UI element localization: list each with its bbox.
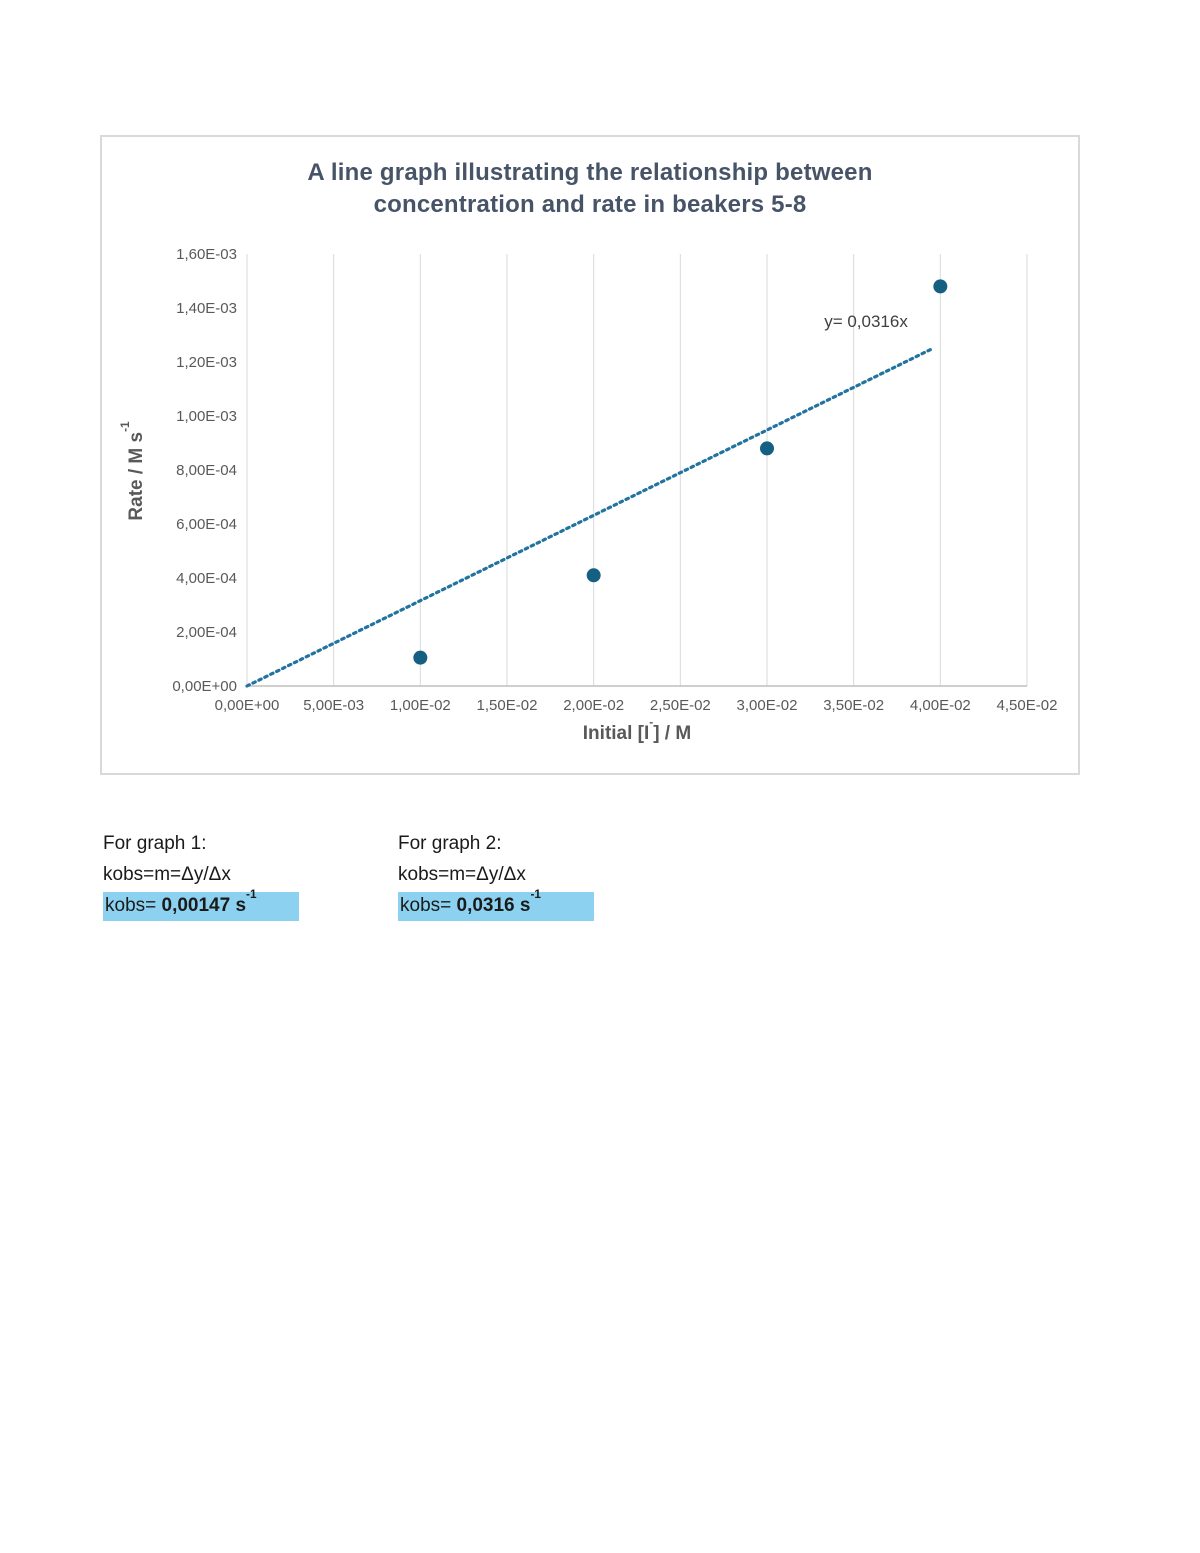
x-tick-label: 0,00E+00 bbox=[215, 697, 280, 714]
graph1-result-value: 0,00147 s bbox=[161, 895, 247, 916]
chart-plot-area: 0,00E+00 5,00E-03 1,00E-02 1,50E-02 2,00E-02… bbox=[172, 246, 1058, 714]
x-axis-title-text-end: ] / M bbox=[653, 723, 692, 744]
x-tick-label: 5,00E-03 bbox=[303, 697, 364, 714]
data-point bbox=[760, 441, 774, 456]
data-point bbox=[933, 279, 948, 294]
graph1-notes: For graph 1: kobs=m=Δy/Δx kobs= 0,00147 … bbox=[103, 828, 299, 921]
graph1-result-highlight: kobs= 0,00147 s-1 bbox=[103, 889, 299, 921]
graph2-heading: For graph 2: bbox=[398, 833, 502, 854]
graph2-notes: For graph 2: kobs=m=Δy/Δx kobs= 0,0316 s… bbox=[398, 828, 594, 921]
y-tick-label: 1,20E-03 bbox=[176, 354, 237, 371]
y-tick-label: 8,00E-04 bbox=[176, 462, 237, 479]
x-tick-label: 4,00E-02 bbox=[910, 697, 971, 714]
x-tick-label: 2,50E-02 bbox=[650, 697, 711, 714]
graph1-heading: For graph 1: bbox=[103, 833, 207, 854]
graph2-result-highlight: kobs= 0,0316 s-1 bbox=[398, 889, 594, 921]
y-tick-label: 1,00E-03 bbox=[176, 408, 237, 425]
y-tick-label: 1,40E-03 bbox=[176, 300, 237, 317]
graph1-formula: kobs=m=Δy/Δx bbox=[103, 864, 231, 885]
trendline bbox=[245, 347, 934, 688]
graph2-result-prefix: kobs= bbox=[400, 895, 457, 916]
graph1-result-prefix: kobs= bbox=[105, 895, 162, 916]
trendline-equation: y= 0,0316x bbox=[824, 312, 908, 331]
y-axis-title: Rate / M s-1 bbox=[119, 371, 148, 571]
x-axis-title-text: Initial [I bbox=[582, 723, 650, 744]
x-tick-label: 3,00E-02 bbox=[737, 697, 798, 714]
x-tick-label: 2,00E-02 bbox=[563, 697, 624, 714]
chart-title: A line graph illustrating the relationsh… bbox=[102, 157, 1078, 221]
graph2-formula: kobs=m=Δy/Δx bbox=[398, 864, 526, 885]
y-axis-title-text: Rate / M s bbox=[126, 431, 147, 521]
data-point bbox=[586, 568, 601, 583]
graph2-result-superscript: -1 bbox=[530, 888, 541, 902]
x-tick-label: 3,50E-02 bbox=[823, 697, 884, 714]
y-axis-title-superscript: -1 bbox=[119, 421, 133, 432]
y-tick-label: 1,60E-03 bbox=[176, 246, 237, 263]
x-tick-label: 1,50E-02 bbox=[477, 697, 538, 714]
x-tick-label: 4,50E-02 bbox=[997, 697, 1058, 714]
graph2-result-value: 0,0316 s bbox=[456, 895, 531, 916]
y-tick-label: 0,00E+00 bbox=[172, 678, 237, 695]
chart-container: 0,00E+00 5,00E-03 1,00E-02 1,50E-02 2,00E-02… bbox=[100, 135, 1080, 775]
chart-title-line2: concentration and rate in beakers 5-8 bbox=[373, 191, 807, 218]
graph1-result-superscript: -1 bbox=[246, 888, 257, 902]
data-point bbox=[413, 650, 428, 665]
x-axis-title: Initial [I-] / M bbox=[247, 717, 1027, 745]
y-tick-label: 2,00E-04 bbox=[176, 624, 237, 641]
y-tick-label: 6,00E-04 bbox=[176, 516, 237, 533]
y-tick-label: 4,00E-04 bbox=[176, 570, 237, 587]
x-axis-title-superscript: - bbox=[649, 716, 654, 730]
chart-title-line1: A line graph illustrating the relationsh… bbox=[307, 159, 873, 186]
x-tick-label: 1,00E-02 bbox=[390, 697, 451, 714]
